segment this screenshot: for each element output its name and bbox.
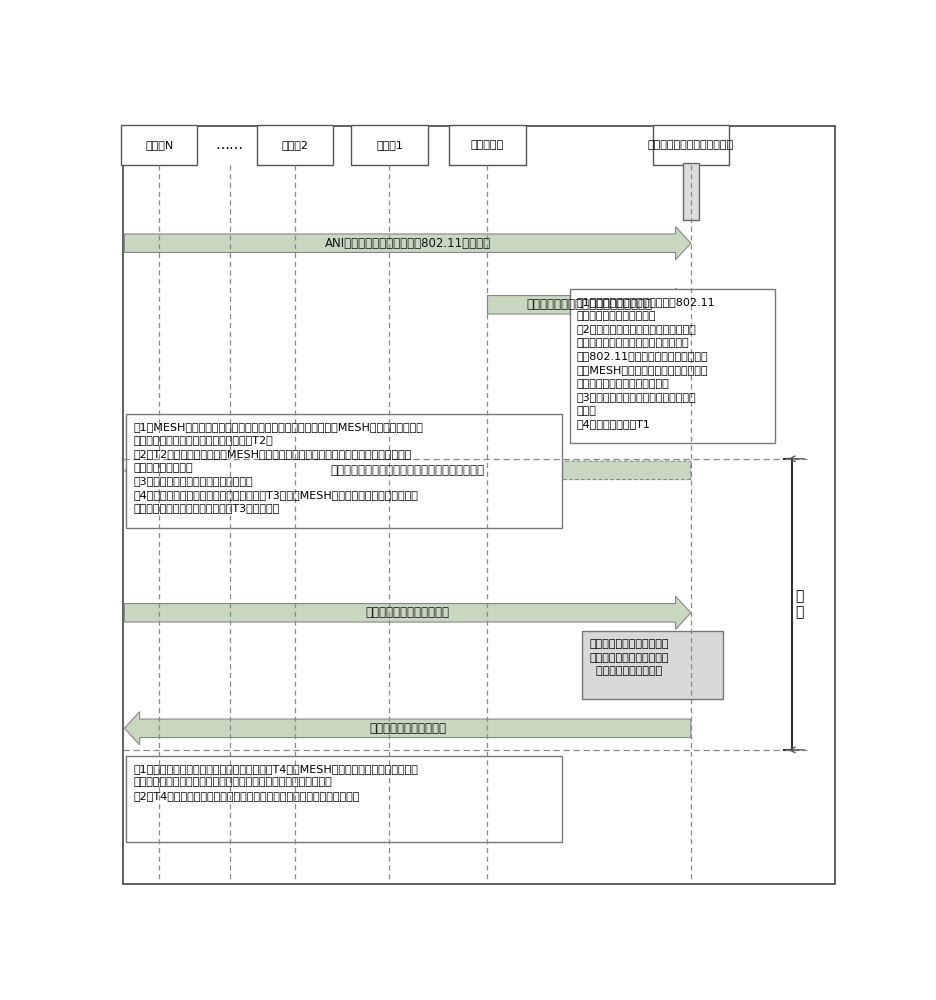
Bar <box>581 631 723 699</box>
Bar <box>256 125 333 165</box>
Bar <box>682 163 698 220</box>
Text: 分析收集到的频谱的空闲状
态，采用循环信道分配思想
  计算最佳信道分配方案: 分析收集到的频谱的空闲状 态，采用循环信道分配思想 计算最佳信道分配方案 <box>589 639 668 676</box>
Bar <box>351 125 427 165</box>
Text: 网管中心频谱分析与决策模块: 网管中心频谱分析与决策模块 <box>647 140 733 150</box>
Polygon shape <box>124 227 690 260</box>
Polygon shape <box>124 454 690 487</box>
Text: 子节点2: 子节点2 <box>281 140 308 150</box>
Bar <box>569 289 774 443</box>
Bar <box>449 125 525 165</box>
Text: 汇聚根节点: 汇聚根节点 <box>471 140 504 150</box>
Text: 各个节点上报信道扫描结果: 各个节点上报信道扫描结果 <box>365 606 449 619</box>
Text: 子节点N: 子节点N <box>145 140 173 150</box>
Text: 循
环: 循 环 <box>795 589 803 619</box>
Bar <box>652 125 728 165</box>
Text: 子节点1: 子节点1 <box>375 140 402 150</box>
Bar <box>125 414 561 528</box>
Text: 流量监控模块实时上报空闲流量状态标识: 流量监控模块实时上报空闲流量状态标识 <box>526 298 651 311</box>
Bar <box>121 125 197 165</box>
Polygon shape <box>124 712 690 745</box>
Text: （1）检测空闲流量状态标识、非802.11
干扰标识和信道扫描周期。
（2）当所有汇聚根节点的空闲流量状态
标识为空闲状态且信道扫描周期到，或
者非802.11: （1）检测空闲流量状态标识、非802.11 干扰标识和信道扫描周期。 （2）当所… <box>577 297 715 430</box>
Text: 分发最佳频点到各个节点: 分发最佳频点到各个节点 <box>369 722 446 735</box>
Text: 分发信道扫描请求命令给各个节点的信道扫描模块: 分发信道扫描请求命令给各个节点的信道扫描模块 <box>330 464 484 477</box>
Text: （1）各个节点收到最佳频点设置命令后，启动T4进行MESH网络中各个节点的时间同步，
防止频点设置使通信链路终端从而导致网络中某些节点收不到命令。
（2）T4定: （1）各个节点收到最佳频点设置命令后，启动T4进行MESH网络中各个节点的时间同… <box>133 764 417 801</box>
Bar <box>125 756 561 842</box>
Polygon shape <box>487 288 690 321</box>
Text: ……: …… <box>215 138 243 152</box>
Polygon shape <box>124 596 690 629</box>
Text: （1）MESH网络中的各个节点收到信道扫描请求命令后，为确保MESH网络中各个节点应
急信道切换时间同步，各个节点等待时间T2。
（2）T2定时器满后，为确保M: （1）MESH网络中的各个节点收到信道扫描请求命令后，为确保MESH网络中各个节… <box>133 422 422 513</box>
Text: ANI状态监控模块实时上报非802.11干扰标识: ANI状态监控模块实时上报非802.11干扰标识 <box>324 237 490 250</box>
